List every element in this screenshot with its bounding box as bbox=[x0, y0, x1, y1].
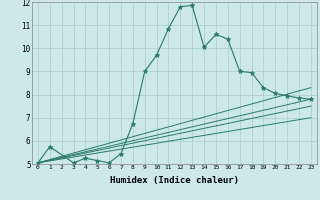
X-axis label: Humidex (Indice chaleur): Humidex (Indice chaleur) bbox=[110, 176, 239, 185]
